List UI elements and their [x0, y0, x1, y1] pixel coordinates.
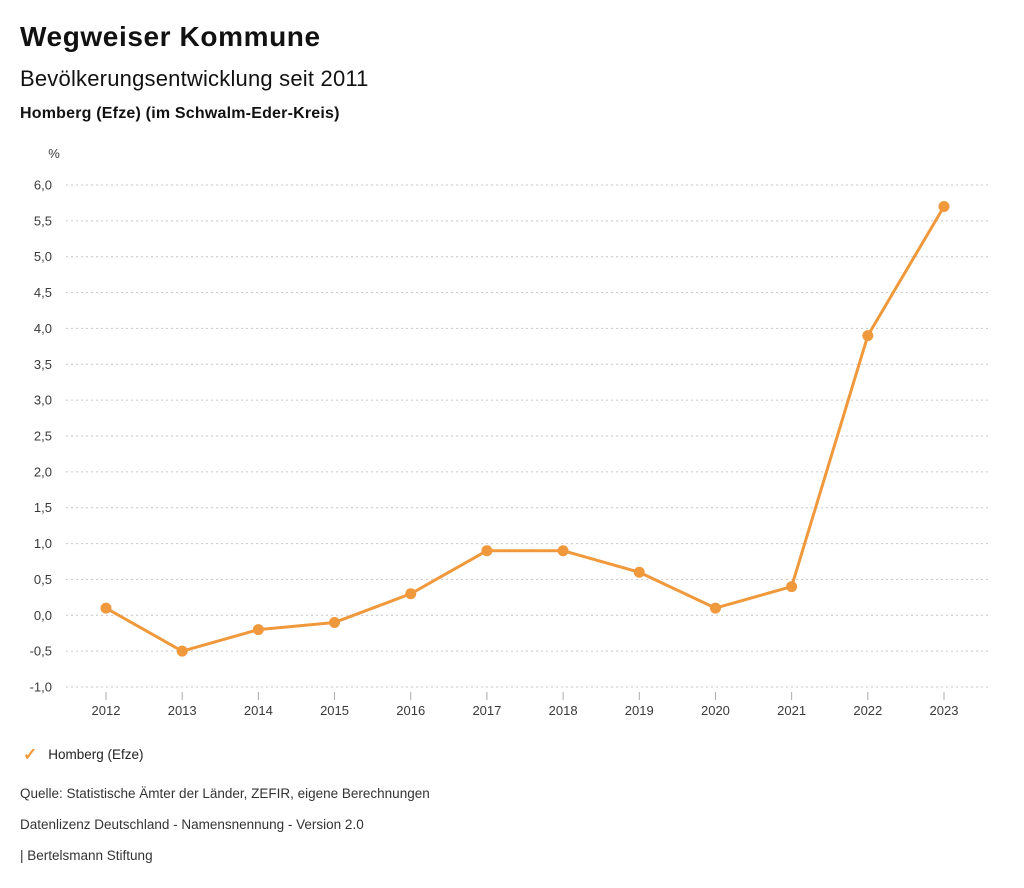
trend-line [104, 205, 946, 653]
y-axis-label: 4,5 [34, 285, 52, 300]
y-axis-label: 3,5 [34, 357, 52, 372]
source-note: Quelle: Statistische Ämter der Länder, Z… [20, 786, 430, 801]
y-axis-label: -1,0 [30, 680, 52, 695]
data-point[interactable] [100, 602, 112, 614]
x-axis-label: 2014 [244, 703, 273, 718]
data-point[interactable] [938, 201, 950, 213]
license-note: Datenlizenz Deutschland - Namensnennung … [20, 817, 364, 832]
y-axis-label: 4,0 [34, 321, 52, 336]
data-point[interactable] [176, 645, 188, 657]
x-axis-label: 2022 [853, 703, 882, 718]
legend-label: Homberg (Efze) [48, 747, 144, 762]
y-axis-unit-label: % [48, 146, 60, 161]
data-point[interactable] [786, 581, 798, 593]
y-axis-label: 1,0 [34, 536, 52, 551]
y-axis-label: 6,0 [34, 178, 52, 193]
data-point[interactable] [405, 588, 417, 600]
y-axis-label: 0,5 [34, 572, 52, 587]
x-axis-label: 2019 [625, 703, 654, 718]
x-axis-label: 2020 [701, 703, 730, 718]
attribution-note: | Bertelsmann Stiftung [20, 848, 153, 863]
y-axis-label: 5,0 [34, 249, 52, 264]
y-axis-label: 3,0 [34, 393, 52, 408]
population-line-chart: % 6,0 5,5 5,0 4,5 4,0 3,5 3,0 2,5 2,0 1,5 1,0 0,5 0,0… [30, 146, 990, 718]
data-point[interactable] [633, 566, 645, 578]
y-axis-label: 1,5 [34, 500, 52, 515]
data-point[interactable] [709, 602, 721, 614]
y-axis-label: 5,5 [34, 213, 52, 228]
chart-title: Bevölkerungsentwicklung seit 2011 [20, 66, 369, 91]
data-point[interactable] [557, 545, 569, 557]
region-subtitle: Homberg (Efze) (im Schwalm-Eder-Kreis) [20, 105, 340, 122]
legend-check-icon: ✓ [23, 745, 38, 764]
x-axis-label: 2021 [777, 703, 806, 718]
x-axis-label: 2012 [92, 703, 121, 718]
x-axis-label: 2013 [168, 703, 197, 718]
legend-item-homberg[interactable]: ✓ Homberg (Efze) [23, 746, 144, 763]
y-axis-label: 2,5 [34, 429, 52, 444]
x-axis-label: 2016 [396, 703, 425, 718]
data-point[interactable] [252, 624, 264, 636]
x-axis-label: 2017 [472, 703, 501, 718]
x-axis-label: 2015 [320, 703, 349, 718]
y-axis-label: 2,0 [34, 464, 52, 479]
y-axis-label: -0,5 [30, 644, 52, 659]
data-point[interactable] [481, 545, 493, 557]
y-axis-label: 0,0 [34, 608, 52, 623]
x-axis-label: 2018 [549, 703, 578, 718]
data-point[interactable] [862, 330, 874, 342]
x-axis-label: 2023 [930, 703, 959, 718]
page-title: Wegweiser Kommune [20, 21, 321, 52]
data-point[interactable] [329, 616, 341, 628]
